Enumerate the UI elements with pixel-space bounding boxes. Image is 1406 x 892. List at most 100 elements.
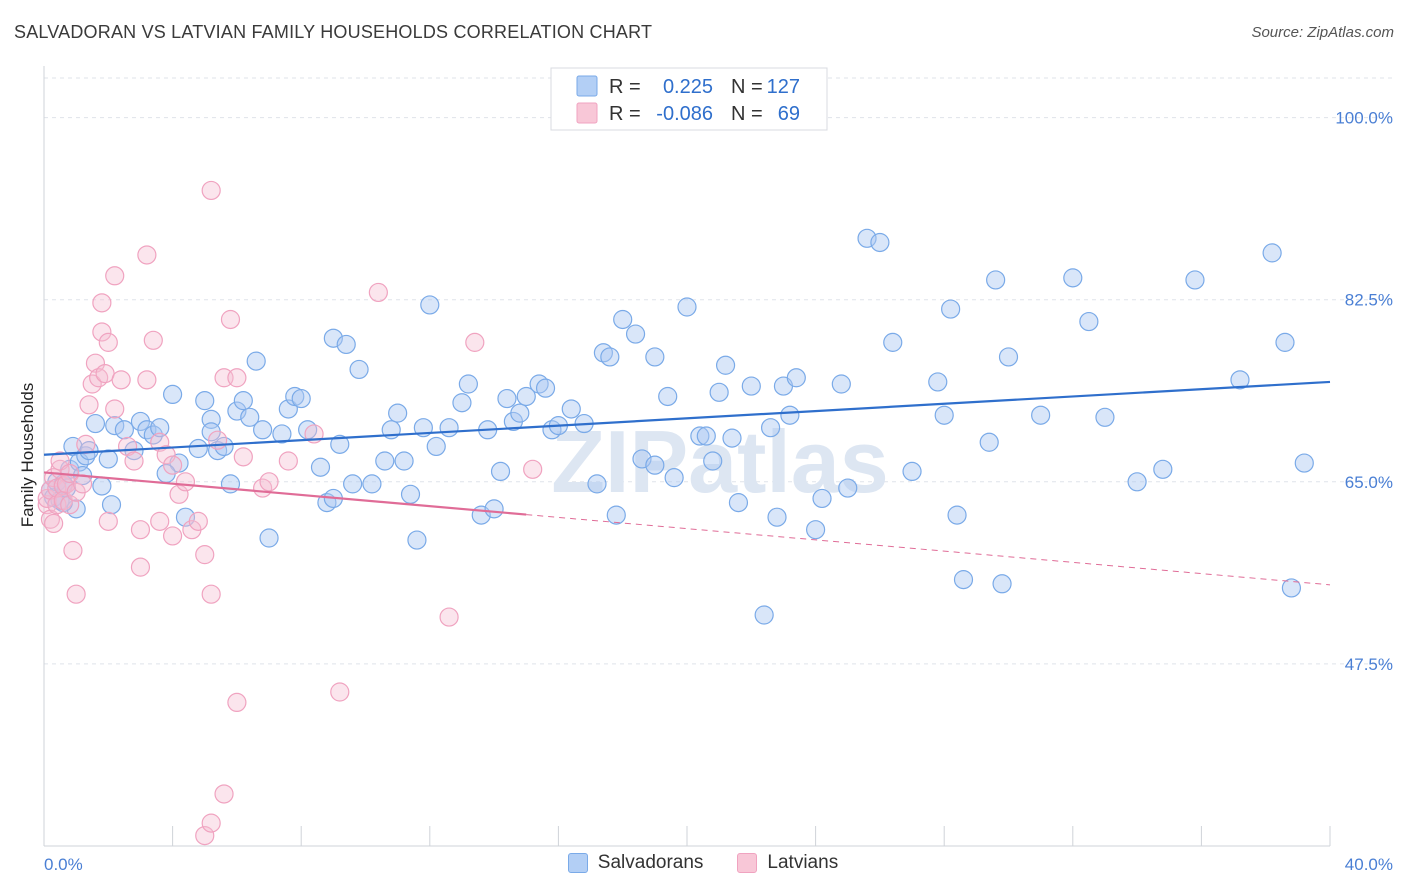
legend-item-latvians: Latvians [737,852,838,874]
salvadoran-point-40 [291,388,311,409]
legend-n-label-1: N = [731,103,763,125]
salvadoran-point-24 [175,507,196,527]
salvadoran-point-107 [883,332,903,352]
salvadoran-point-50 [362,474,382,494]
x-tick-label-end: 40.0% [1345,855,1393,874]
latvian-point-40 [150,432,170,452]
legend-swatch-0 [576,75,598,97]
latvian-point-27 [98,511,118,531]
latvian-point-19 [76,434,96,454]
salvadoran-point-121 [1095,407,1115,427]
salvadoran-point-111 [941,299,961,319]
salvadoran-point-38 [278,399,298,419]
salvadoran-point-101 [805,520,826,540]
salvadoran-point-118 [1031,405,1051,425]
salvadoran-point-109 [928,372,948,392]
salvadoran-point-62 [458,374,478,394]
latvian-point-50 [201,180,221,201]
salvadoran-point-136 [767,507,787,527]
latvian-point-14 [60,495,80,515]
salvadoran-point-48 [343,474,363,494]
salvadoran-point-91 [709,382,729,402]
latvian-point-54 [227,368,247,388]
legend-r-value-1: -0.086 [656,103,713,125]
latvian-point-18 [72,474,93,494]
latvian-point-36 [137,370,157,390]
salvadoran-point-21 [150,418,170,438]
latvian-point-60 [330,682,350,702]
salvadoran-point-69 [510,403,530,423]
salvadoran-point-123 [1153,459,1173,479]
salvadoran-point-12 [85,413,106,434]
latvian-point-43 [163,526,183,546]
salvadoran-point-126 [1262,243,1282,263]
y-tick-label-0: 47.5% [1345,655,1393,674]
salvadoran-point-87 [677,297,697,317]
salvadoran-point-124 [1185,270,1205,290]
salvadoran-point-103 [831,374,851,394]
legend-swatch-1 [576,102,598,124]
latvian-point-68 [227,692,247,713]
latvian-point-20 [79,395,99,415]
salvadoran-point-58 [420,295,440,315]
salvadoran-point-16 [114,420,134,440]
latvian-point-65 [195,825,215,846]
salvadoran-point-25 [188,438,208,459]
salvadoran-point-65 [484,499,504,519]
salvadoran-point-80 [606,505,626,525]
salvadoran-point-89 [696,426,716,446]
salvadoran-point-84 [645,347,665,367]
tick-layer: 47.5% 65.0% 82.5% 100.0% 0.0% 40.0% [44,109,1393,874]
latvian-point-33 [124,451,144,471]
salvadoran-point-113 [953,570,974,590]
salvadoran-point-56 [407,530,427,550]
watermark: ZIPatlas [551,412,888,511]
salvadoran-point-129 [1294,453,1314,473]
latvian-point-30 [105,266,125,286]
salvadoran-point-61 [452,393,472,413]
salvadoran-point-75 [561,399,581,419]
salvadoran-point-82 [625,324,646,344]
salvadoran-trend-line [43,380,1331,456]
salvadoran-point-81 [613,309,633,330]
salvadoran-point-5 [56,478,77,498]
latvian-point-55 [233,447,253,467]
latvian-point-34 [130,520,151,540]
salvadoran-point-26 [195,391,215,411]
salvadoran-point-46 [330,434,350,454]
salvadoran-point-135 [645,455,665,475]
latvian-point-38 [143,330,163,350]
salvadoran-point-96 [754,605,774,625]
salvadoran-point-32 [233,391,253,411]
latvian-trend-extension [526,514,1331,586]
latvian-point-28 [98,332,118,352]
legend-label-latvians: Latvians [767,852,839,873]
legend-r-label-1: R = [609,103,641,125]
series-legend: Salvadorans Latvians [0,852,1406,874]
latvian-point-24 [92,322,112,342]
salvadoran-point-14 [98,449,118,469]
latvian-point-64 [523,459,543,479]
salvadoran-point-13 [92,476,112,496]
salvadoran-point-100 [786,368,806,388]
salvadoran-point-22 [163,384,183,405]
latvians-swatch [737,853,758,873]
salvadoran-point-15 [105,416,125,436]
salvadoran-point-119 [1063,268,1083,288]
salvadoran-point-112 [947,505,967,525]
salvadoran-point-95 [741,376,761,396]
latvian-point-41 [156,445,176,465]
salvadoran-point-60 [439,418,459,438]
salvadoran-point-108 [902,461,922,482]
legend-item-salvadorans: Salvadorans [567,852,704,874]
salvadoran-point-115 [986,270,1006,290]
latvian-point-63 [465,332,485,352]
latvian-point-47 [188,511,208,531]
legend-r-label-0: R = [609,76,641,98]
latvian-point-57 [259,472,279,492]
legend-label-salvadorans: Salvadorans [597,852,704,873]
latvian-point-62 [439,607,459,627]
salvadoran-point-49 [349,359,369,380]
latvian-point-25 [92,293,112,313]
latvian-point-29 [105,399,125,419]
